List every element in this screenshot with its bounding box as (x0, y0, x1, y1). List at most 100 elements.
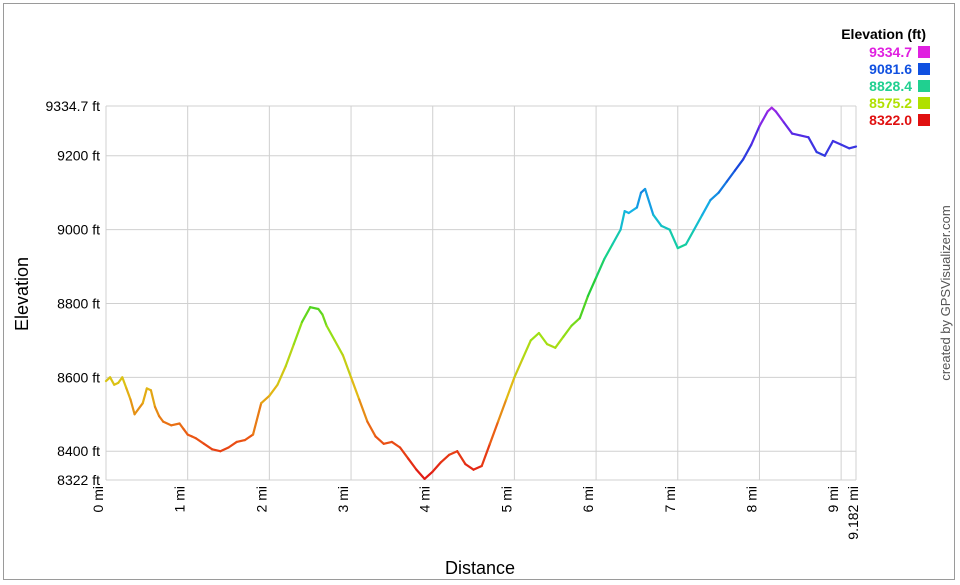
elevation-segment (758, 110, 769, 128)
elevation-segment (366, 420, 377, 438)
y-tick-label: 9000 ft (57, 222, 100, 238)
elevation-segment (276, 365, 287, 386)
y-tick-label: 9334.7 ft (46, 98, 101, 114)
elevation-segment (635, 191, 643, 209)
legend-swatch (918, 114, 930, 126)
legend-swatch (918, 97, 930, 109)
elevation-segment (815, 150, 826, 157)
elevation-segment (153, 405, 161, 418)
y-tick-labels: 8322 ft 8400 ft 8600 ft 8800 ft 9000 ft 9200 … (46, 98, 101, 488)
elevation-segment (300, 306, 312, 324)
x-axis-title: Distance (445, 558, 515, 578)
elevation-segment (284, 342, 295, 368)
elevation-segment (660, 224, 671, 231)
legend-title: Elevation (ft) (841, 26, 926, 42)
legend-swatch (918, 63, 930, 75)
elevation-segment (211, 448, 222, 453)
elevation-segment (529, 331, 541, 342)
elevation-segment (693, 213, 704, 231)
elevation-segment (742, 143, 753, 161)
elevation-segment (235, 439, 246, 444)
elevation-segment (431, 461, 442, 473)
elevation-segment (562, 324, 573, 338)
legend-value: 8828.4 (869, 78, 912, 94)
elevation-segment (268, 383, 279, 397)
elevation-segment (603, 243, 614, 261)
elevation-segment (133, 402, 144, 416)
legend-value: 9081.6 (869, 61, 912, 77)
elevation-segment (149, 389, 157, 408)
elevation-segment (260, 394, 271, 405)
elevation-segment (292, 320, 304, 346)
elevation-segment (341, 354, 353, 379)
x-tick-label: 5 mi (498, 486, 514, 512)
elevation-segment (157, 415, 165, 423)
elevation-segment (178, 422, 185, 431)
elevation-segment (243, 433, 255, 442)
elevation-segment (676, 243, 688, 250)
elevation-segment (129, 398, 136, 416)
elevation-segment (627, 206, 639, 215)
x-tick-label: 0 mi (90, 486, 106, 512)
plot-area (104, 106, 858, 480)
elevation-segment (125, 387, 132, 401)
elevation-segment (325, 324, 336, 342)
elevation-segment (643, 187, 655, 216)
elevation-segment (488, 420, 500, 445)
elevation-segment (317, 307, 324, 316)
elevation-segment (586, 276, 598, 298)
elevation-segment (554, 335, 565, 349)
elevation-segment (831, 139, 843, 146)
elevation-segment (823, 139, 835, 157)
elevation-segment (717, 180, 728, 194)
chart-frame (3, 3, 955, 580)
x-tick-label: 7 mi (662, 486, 678, 512)
y-axis-title: Elevation (12, 257, 32, 331)
elevation-segment (358, 398, 369, 423)
elevation-segment (709, 191, 720, 202)
elevation-segment (141, 387, 148, 405)
elevation-segment (374, 435, 385, 445)
elevation-segment (505, 376, 516, 401)
x-tick-label: 3 mi (335, 486, 351, 512)
x-tick-label: 6 mi (580, 486, 596, 512)
y-tick-label: 8400 ft (57, 443, 100, 459)
x-tick-label: 2 mi (253, 486, 269, 512)
elevation-segment (782, 121, 794, 135)
legend-value: 8322.0 (869, 112, 912, 128)
x-tick-label: 8 mi (743, 486, 759, 512)
elevation-segment (439, 453, 451, 464)
x-tick-labels: 0 mi 1 mi 2 mi 3 mi 4 mi 5 mi 6 mi 7 mi 8 mi 9 mi… (90, 486, 861, 540)
y-tick-label: 8800 ft (57, 295, 100, 311)
elevation-segment (415, 468, 426, 480)
elevation-segment (840, 143, 851, 150)
x-tick-label: 9.182 mi (845, 486, 861, 540)
elevation-segment (333, 339, 344, 357)
legend-swatch (918, 80, 930, 92)
elevation-segment (398, 446, 410, 460)
elevation-segment (733, 158, 745, 172)
y-tick-label: 8600 ft (57, 369, 100, 385)
elevation-segment (701, 198, 712, 216)
elevation-segment (619, 210, 626, 231)
x-tick-label: 9 mi (825, 486, 841, 512)
elevation-segment (349, 376, 361, 401)
elevation-segment (594, 258, 606, 279)
elevation-segment (194, 437, 206, 445)
elevation-segment (570, 317, 581, 327)
elevation-segment (407, 457, 418, 471)
elevation-segment (447, 450, 459, 456)
elevation-segment (480, 442, 492, 468)
elevation-segment (513, 357, 524, 379)
elevation-segment (791, 132, 802, 137)
elevation-segment (170, 422, 181, 427)
elevation-segment (684, 228, 696, 246)
legend: Elevation (ft) 9334.79081.68828.48575.28… (841, 26, 930, 128)
elevation-segment (848, 145, 858, 150)
elevation-segment (521, 339, 532, 360)
elevation-segment (321, 313, 328, 327)
elevation-segment (652, 213, 663, 228)
elevation-segment (725, 169, 737, 183)
elevation-segment (227, 440, 238, 449)
